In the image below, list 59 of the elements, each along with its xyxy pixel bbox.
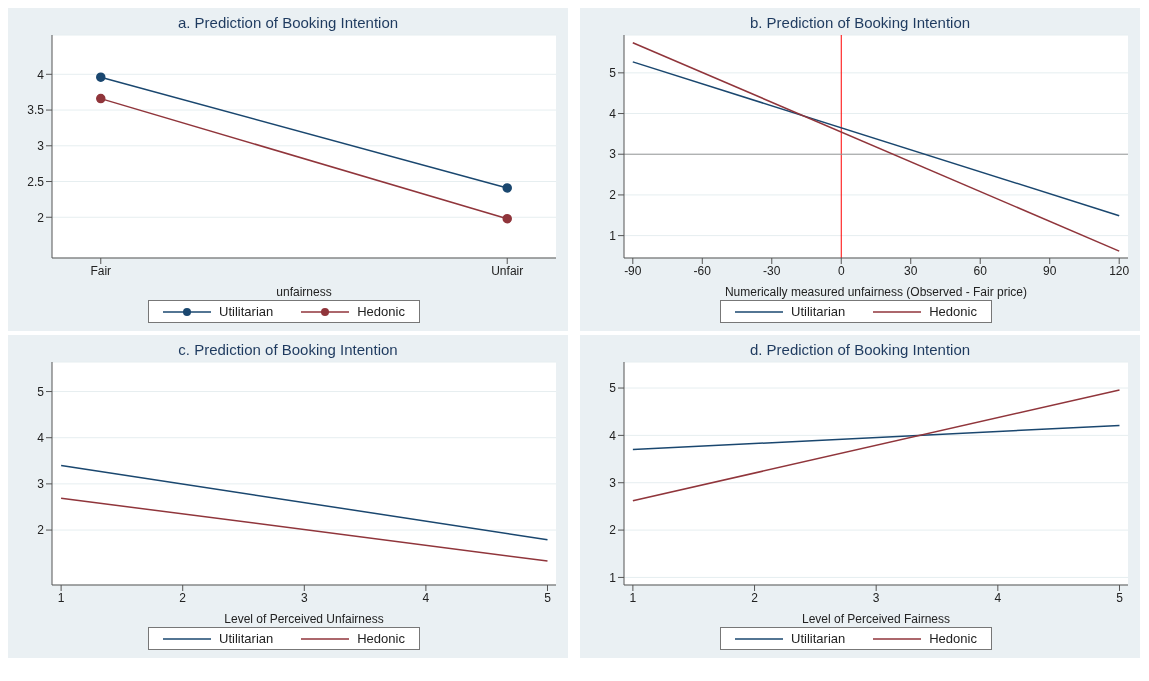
- legend-label: Utilitarian: [791, 304, 846, 319]
- x-tick-label: -90: [624, 263, 642, 278]
- x-tick-label: 4: [994, 590, 1002, 605]
- x-tick-label: 1: [629, 590, 637, 605]
- y-tick-label: 1: [609, 228, 617, 243]
- x-tick-label: 3: [300, 590, 308, 605]
- y-tick-label: 4: [609, 106, 617, 121]
- x-tick-label: 3: [872, 590, 880, 605]
- y-tick-label: 4: [609, 428, 617, 443]
- y-tick-label: 2: [609, 523, 617, 538]
- y-tick-label: 5: [609, 66, 617, 81]
- y-tick-label: 3.5: [27, 103, 45, 118]
- x-tick-label: 120: [1109, 263, 1130, 278]
- y-tick-label: 2: [609, 188, 617, 203]
- point: [96, 72, 106, 82]
- y-tick-label: 1: [609, 570, 617, 585]
- x-axis-title: Level of Perceived Unfairness: [224, 612, 384, 626]
- x-tick-label: 2: [179, 590, 187, 605]
- x-tick-label: 5: [544, 590, 552, 605]
- y-tick-label: 3: [609, 475, 617, 490]
- y-tick-label: 3: [37, 139, 45, 154]
- y-tick-label: 3: [609, 147, 617, 162]
- x-tick-label: -60: [693, 263, 712, 278]
- x-axis-title: Level of Perceived Fairness: [801, 612, 951, 626]
- x-tick-label: 90: [1043, 263, 1057, 278]
- chart-title: c. Prediction of Booking Intention: [177, 341, 399, 358]
- y-tick-label: 2.5: [27, 174, 45, 189]
- point: [502, 213, 512, 224]
- point: [96, 93, 106, 104]
- chart-title: a. Prediction of Booking Intention: [176, 14, 400, 31]
- x-axis-title: unfairness: [276, 285, 332, 299]
- x-tick-label: 30: [904, 263, 918, 278]
- x-tick-label: -30: [763, 263, 781, 278]
- point: [502, 183, 512, 193]
- legend-label: Hedonic: [357, 304, 405, 319]
- x-tick-label: 60: [973, 263, 988, 278]
- chart-title: d. Prediction of Booking Intention: [748, 341, 972, 358]
- x-axis-title: Numerically measured unfairness (Observed - Fair price): [724, 285, 1028, 299]
- y-tick-label: 5: [609, 381, 617, 396]
- y-tick-label: 3: [37, 477, 45, 492]
- x-tick-label: 2: [751, 590, 759, 605]
- x-tick-label: 1: [57, 590, 65, 605]
- chart-title: b. Prediction of Booking Intention: [748, 14, 972, 31]
- x-tick-label: 4: [422, 590, 430, 605]
- legend-label: Hedonic: [357, 631, 405, 646]
- y-tick-label: 5: [37, 384, 45, 399]
- x-tick-label: 5: [1116, 590, 1124, 605]
- x-tick-label: Unfair: [491, 263, 524, 278]
- x-tick-label: 0: [837, 263, 845, 278]
- legend-label: Utilitarian: [791, 631, 846, 646]
- legend-label: Hedonic: [929, 631, 977, 646]
- x-tick-label: Fair: [90, 263, 112, 278]
- y-tick-label: 4: [37, 67, 45, 82]
- y-tick-label: 2: [37, 523, 45, 538]
- y-tick-label: 2: [37, 210, 45, 225]
- legend-label: Hedonic: [929, 304, 977, 319]
- legend-label: Utilitarian: [219, 304, 274, 319]
- y-tick-label: 4: [37, 430, 45, 445]
- legend-label: Utilitarian: [219, 631, 274, 646]
